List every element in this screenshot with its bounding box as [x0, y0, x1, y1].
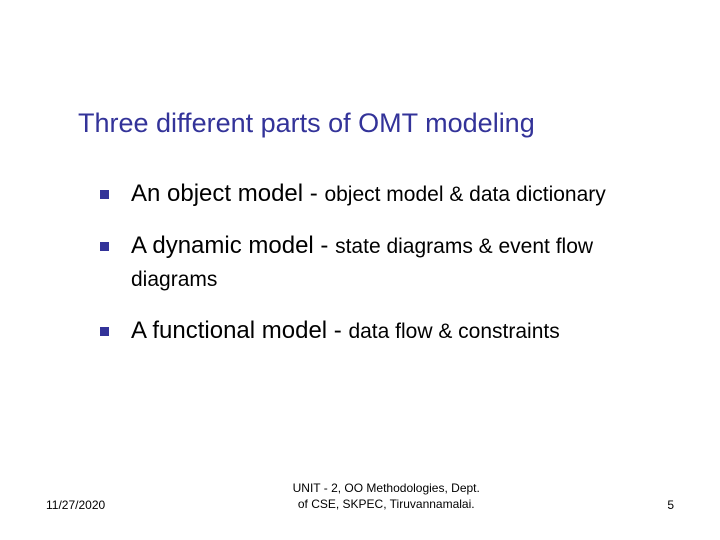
footer-date: 11/27/2020 [46, 498, 105, 512]
footer-page-number: 5 [667, 498, 674, 512]
slide-footer: 11/27/2020 UNIT - 2, OO Methodologies, D… [0, 480, 720, 512]
bullet-text: A functional model - data flow & constra… [131, 315, 560, 347]
list-item: A functional model - data flow & constra… [100, 315, 680, 347]
bullet-detail: object model & data dictionary [324, 183, 605, 206]
bullet-main: A dynamic model - [131, 232, 335, 259]
footer-center-line2: of CSE, SKPEC, Tiruvannamalai. [298, 497, 475, 511]
list-item: An object model - object model & data di… [100, 178, 680, 210]
footer-center: UNIT - 2, OO Methodologies, Dept. of CSE… [125, 480, 647, 512]
bullet-square-icon [100, 190, 109, 199]
bullet-square-icon [100, 242, 109, 251]
slide: Three different parts of OMT modeling An… [0, 0, 720, 540]
bullet-main: An object model - [131, 180, 324, 207]
bullet-list: An object model - object model & data di… [100, 178, 680, 368]
bullet-square-icon [100, 327, 109, 336]
list-item: A dynamic model - state diagrams & event… [100, 230, 680, 295]
footer-center-line1: UNIT - 2, OO Methodologies, Dept. [293, 481, 480, 495]
bullet-main: A functional model - [131, 317, 348, 344]
bullet-detail: data flow & constraints [348, 320, 559, 343]
bullet-text: A dynamic model - state diagrams & event… [131, 230, 680, 295]
slide-title: Three different parts of OMT modeling [78, 108, 535, 139]
bullet-text: An object model - object model & data di… [131, 178, 606, 210]
